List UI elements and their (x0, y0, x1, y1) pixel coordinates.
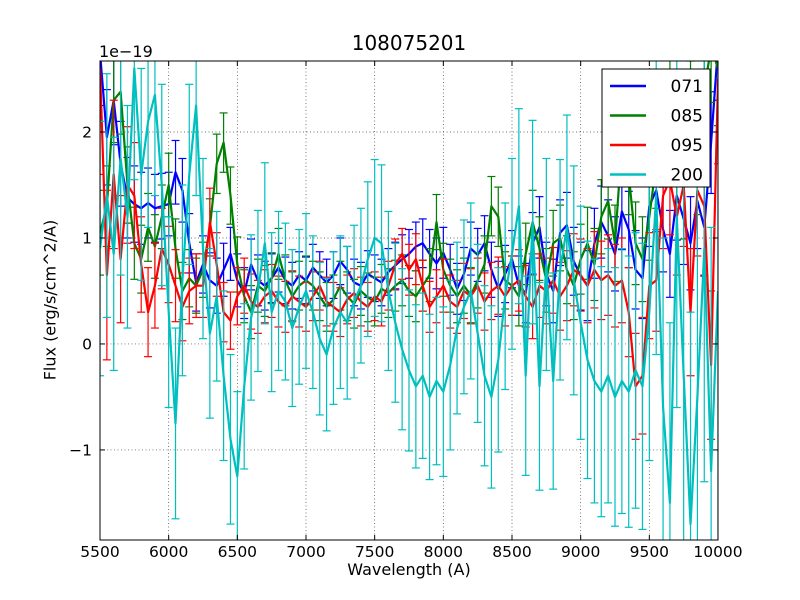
y-tick-label: 2 (82, 124, 92, 142)
x-tick-label: 9000 (561, 543, 600, 561)
tick-marks (99, 61, 719, 540)
legend-label-071: 071 (671, 77, 703, 97)
series-200-line (100, 67, 718, 526)
y-tick-label: −1 (69, 441, 92, 459)
y-axis-offset-text: 1e−19 (99, 42, 153, 61)
x-tick-label: 8500 (492, 543, 531, 561)
x-tick-label: 7000 (286, 543, 325, 561)
x-tick-label: 5500 (80, 543, 119, 561)
y-axis-label: Flux (erg/s/cm^2/A) (40, 219, 60, 381)
plot-title: 108075201 (351, 31, 467, 55)
x-tick-label: 10000 (693, 543, 742, 561)
legend-label-200: 200 (671, 166, 703, 186)
x-tick-label: 6500 (218, 543, 257, 561)
x-axis-label: Wavelength (A) (347, 560, 471, 579)
x-tick-label: 8000 (424, 543, 463, 561)
legend-box (601, 68, 711, 188)
x-tick-label: 6000 (149, 543, 188, 561)
y-tick-label: 1 (82, 229, 92, 247)
legend-label-085: 085 (671, 107, 703, 127)
axes-frame (99, 60, 719, 541)
x-tick-label: 7500 (355, 543, 394, 561)
legend: 071 085 095 200 (601, 68, 711, 188)
legend-label-095: 095 (671, 136, 703, 156)
series-200 (100, 61, 718, 540)
x-tick-label: 9500 (630, 543, 669, 561)
y-tick-label: 0 (82, 335, 92, 353)
